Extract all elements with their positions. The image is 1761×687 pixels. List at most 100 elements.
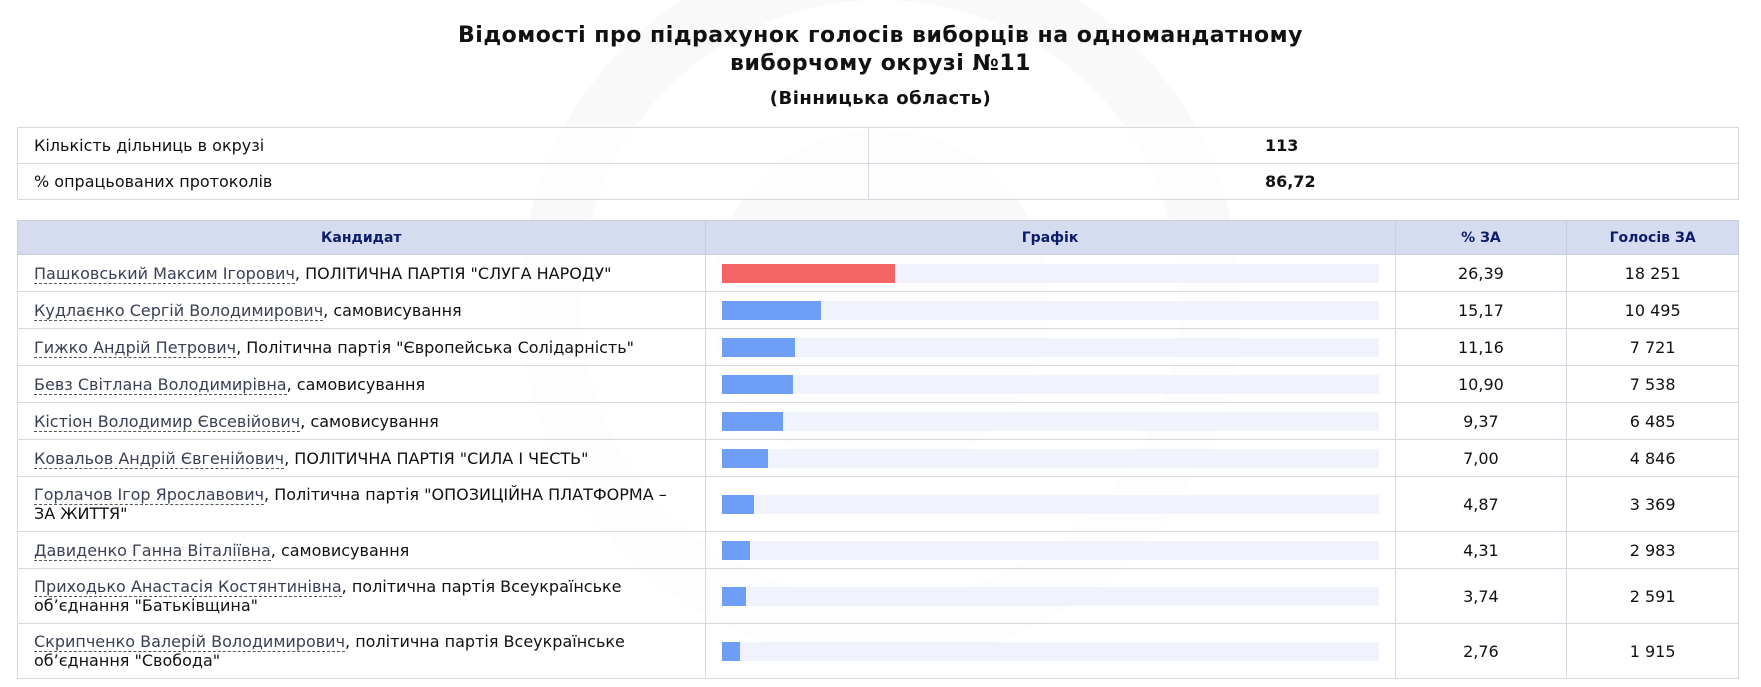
candidate-name-link[interactable]: Кістіон Володимир Євсевійович bbox=[34, 411, 301, 432]
candidate-row: Бевз Світлана Володимирівна, самовисуван… bbox=[17, 365, 1739, 403]
header-graph: Графік bbox=[704, 220, 1396, 255]
candidate-party: , самовисування bbox=[286, 374, 426, 394]
candidate-name-link[interactable]: Пашковський Максим Ігорович bbox=[34, 263, 295, 284]
percent-cell: 26,39 bbox=[1394, 254, 1568, 292]
candidate-name-link[interactable]: Кудлаєнко Сергій Володимирович bbox=[34, 300, 324, 321]
candidate-row: Приходько Анастасія Костянтинівна, політ… bbox=[17, 568, 1739, 624]
bar-track bbox=[721, 337, 1379, 357]
candidate-party: , політична партія Всеукраїнське об’єдна… bbox=[34, 632, 625, 670]
graph-cell bbox=[704, 402, 1396, 440]
summary-label: % опрацьованих протоколів bbox=[17, 163, 869, 200]
graph-cell bbox=[704, 291, 1396, 329]
candidate-cell: Приходько Анастасія Костянтинівна, політ… bbox=[17, 568, 706, 624]
graph-cell bbox=[704, 531, 1396, 569]
candidate-cell: Кістіон Володимир Євсевійович, самовисув… bbox=[17, 402, 706, 440]
votes-cell: 1 915 bbox=[1566, 623, 1739, 679]
candidate-name-link[interactable]: Горлачов Ігор Ярославович bbox=[34, 485, 265, 505]
votes-cell: 2 591 bbox=[1566, 568, 1739, 624]
candidate-row: Давиденко Ганна Віталіївна, самовисуванн… bbox=[17, 531, 1739, 569]
candidate-party: , Політична партія "Європейська Солідарн… bbox=[236, 337, 635, 357]
page-header: Відомості про підрахунок голосів виборці… bbox=[0, 0, 1761, 109]
bar-track bbox=[721, 586, 1379, 606]
results-body: Пашковський Максим Ігорович, ПОЛІТИЧНА П… bbox=[17, 254, 1739, 679]
candidate-party: , самовисування bbox=[300, 411, 439, 431]
candidate-cell: Гижко Андрій Петрович, Політична партія … bbox=[17, 328, 706, 366]
page-title-line-1: Відомості про підрахунок голосів виборці… bbox=[458, 23, 1303, 48]
header-percent: % ЗА bbox=[1394, 220, 1568, 255]
percent-cell: 4,87 bbox=[1394, 476, 1568, 532]
percent-cell: 7,00 bbox=[1394, 439, 1568, 477]
bar-track bbox=[721, 263, 1379, 283]
candidate-name-link[interactable]: Бевз Світлана Володимирівна bbox=[34, 374, 287, 395]
votes-cell: 3 369 bbox=[1566, 476, 1739, 532]
graph-cell bbox=[704, 328, 1396, 366]
graph-cell bbox=[704, 476, 1396, 532]
percent-cell: 2,76 bbox=[1394, 623, 1568, 679]
page-title: Відомості про підрахунок голосів виборці… bbox=[0, 22, 1761, 78]
candidate-row: Скрипченко Валерій Володимирович, політи… bbox=[17, 623, 1739, 679]
percent-cell: 4,31 bbox=[1394, 531, 1568, 569]
vote-share-bar bbox=[721, 448, 768, 468]
candidate-name-link[interactable]: Скрипченко Валерій Володимирович bbox=[34, 632, 346, 652]
candidate-row: Пашковський Максим Ігорович, ПОЛІТИЧНА П… bbox=[17, 254, 1739, 292]
candidate-party: , Політична партія "ОПОЗИЦІЙНА ПЛАТФОРМА… bbox=[34, 485, 667, 523]
candidate-party: , ПОЛІТИЧНА ПАРТІЯ "СЛУГА НАРОДУ" bbox=[294, 263, 612, 283]
summary-value: 86,72 bbox=[868, 163, 1739, 200]
vote-share-bar bbox=[721, 263, 895, 283]
vote-share-bar bbox=[721, 586, 747, 606]
candidate-row: Гижко Андрій Петрович, Політична партія … bbox=[17, 328, 1739, 366]
votes-cell: 2 983 bbox=[1566, 531, 1739, 569]
candidate-name-link[interactable]: Приходько Анастасія Костянтинівна bbox=[34, 577, 342, 597]
candidate-name-link[interactable]: Гижко Андрій Петрович bbox=[34, 337, 237, 358]
bar-track bbox=[721, 494, 1379, 514]
bar-track bbox=[721, 448, 1379, 468]
candidate-party: , самовисування bbox=[323, 300, 462, 320]
candidate-name-link[interactable]: Ковальов Андрій Євгенійович bbox=[34, 448, 285, 469]
page-title-line-2: виборчому окрузі №11 bbox=[730, 51, 1031, 76]
candidate-party: , політична партія Всеукраїнське об’єдна… bbox=[34, 577, 622, 615]
bar-track bbox=[721, 540, 1379, 560]
graph-cell bbox=[704, 439, 1396, 477]
votes-cell: 7 538 bbox=[1566, 365, 1739, 403]
candidate-results-table: Кандидат Графік % ЗА Голосів ЗА Пашковсь… bbox=[17, 220, 1739, 679]
graph-cell bbox=[704, 254, 1396, 292]
candidate-row: Кудлаєнко Сергій Володимирович, самовису… bbox=[17, 291, 1739, 329]
vote-share-bar bbox=[721, 540, 750, 560]
candidate-row: Ковальов Андрій Євгенійович, ПОЛІТИЧНА П… bbox=[17, 439, 1739, 477]
summary-row-stations: Кількість дільниць в окрузі 113 bbox=[17, 127, 1739, 164]
district-summary-table: Кількість дільниць в окрузі 113 % опраць… bbox=[17, 127, 1739, 200]
results-header-row: Кандидат Графік % ЗА Голосів ЗА bbox=[17, 220, 1739, 255]
votes-cell: 6 485 bbox=[1566, 402, 1739, 440]
bar-track bbox=[721, 411, 1379, 431]
vote-share-bar bbox=[721, 300, 822, 320]
summary-label: Кількість дільниць в окрузі bbox=[17, 127, 869, 164]
header-candidate: Кандидат bbox=[17, 220, 706, 255]
votes-cell: 10 495 bbox=[1566, 291, 1739, 329]
votes-cell: 4 846 bbox=[1566, 439, 1739, 477]
graph-cell bbox=[704, 568, 1396, 624]
percent-cell: 3,74 bbox=[1394, 568, 1568, 624]
percent-cell: 9,37 bbox=[1394, 402, 1568, 440]
vote-share-bar bbox=[721, 411, 784, 431]
graph-cell bbox=[704, 623, 1396, 679]
candidate-row: Горлачов Ігор Ярославович, Політична пар… bbox=[17, 476, 1739, 532]
candidate-cell: Кудлаєнко Сергій Володимирович, самовису… bbox=[17, 291, 706, 329]
vote-share-bar bbox=[721, 641, 740, 661]
bar-track bbox=[721, 641, 1379, 661]
candidate-cell: Скрипченко Валерій Володимирович, політи… bbox=[17, 623, 706, 679]
candidate-party: , самовисування bbox=[270, 540, 410, 560]
percent-cell: 11,16 bbox=[1394, 328, 1568, 366]
summary-row-protocols: % опрацьованих протоколів 86,72 bbox=[17, 163, 1739, 200]
region-subtitle: (Вінницька область) bbox=[769, 88, 992, 109]
vote-share-bar bbox=[721, 494, 754, 514]
votes-cell: 18 251 bbox=[1566, 254, 1739, 292]
candidate-cell: Давиденко Ганна Віталіївна, самовисуванн… bbox=[17, 531, 706, 569]
candidate-row: Кістіон Володимир Євсевійович, самовисув… bbox=[17, 402, 1739, 440]
votes-cell: 7 721 bbox=[1566, 328, 1739, 366]
percent-cell: 15,17 bbox=[1394, 291, 1568, 329]
candidate-party: , ПОЛІТИЧНА ПАРТІЯ "СИЛА І ЧЕСТЬ" bbox=[284, 448, 589, 468]
candidate-name-link[interactable]: Давиденко Ганна Віталіївна bbox=[34, 540, 271, 561]
candidate-cell: Пашковський Максим Ігорович, ПОЛІТИЧНА П… bbox=[17, 254, 706, 292]
vote-share-bar bbox=[721, 337, 795, 357]
bar-track bbox=[721, 374, 1379, 394]
